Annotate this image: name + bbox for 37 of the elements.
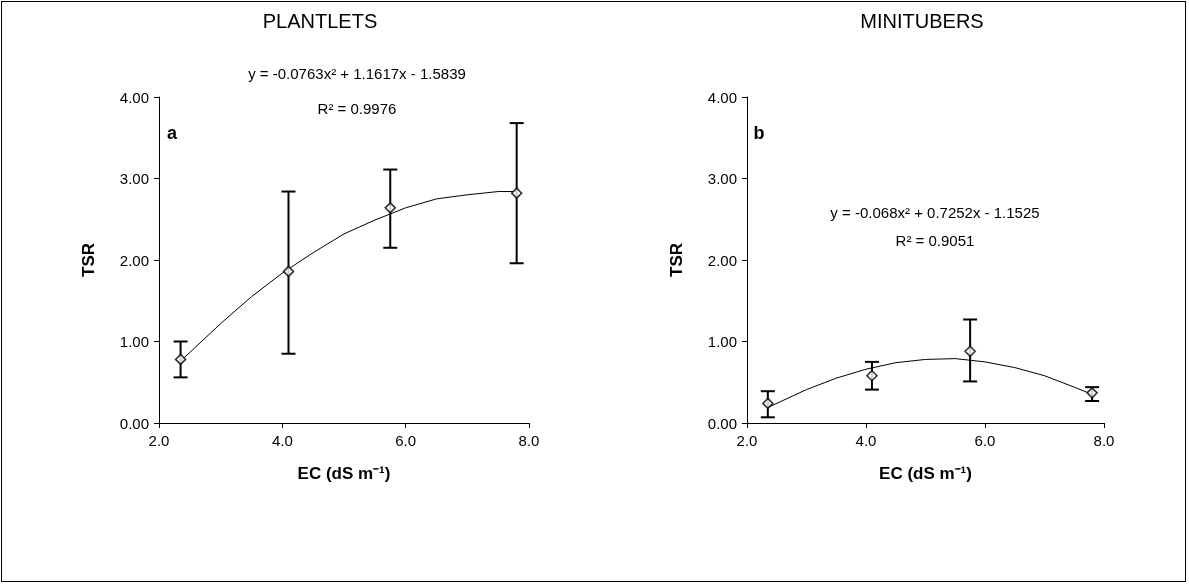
x-axis-title: EC (dS m⁻¹) (879, 464, 972, 483)
y-tick-label: 3.00 (707, 170, 737, 187)
point (282, 265, 295, 278)
text: y = -0.0763x² + 1.1617x - 1.5839 (248, 64, 466, 82)
x-tick-label: 4.0 (855, 432, 877, 449)
point (866, 369, 878, 382)
x-tick-label: 2.0 (736, 432, 758, 449)
annotation: a (166, 123, 178, 143)
x-tick-label: 8.0 (1093, 432, 1115, 449)
y-tick-label: 2.00 (119, 251, 149, 269)
annotation: y = -0.068x² + 0.7252x - 1.1525 (830, 203, 1040, 221)
point (510, 187, 523, 199)
y-tick-label: 0.00 (707, 414, 737, 432)
x-tick-label: 6.0 (974, 432, 996, 449)
y-tick-label: 2.00 (707, 251, 737, 269)
x-tick-label: 6.0 (395, 432, 417, 449)
point (174, 353, 187, 366)
y-axis-title: TSR (79, 243, 98, 277)
chart-title: MINITUBERS (860, 10, 984, 32)
x-tick-label: 4.0 (271, 432, 293, 449)
y-tick-label: 1.00 (707, 333, 737, 350)
annotation: R² = 0.9976 (317, 99, 397, 117)
annotation: b (753, 123, 765, 143)
x-tick-label: 8.0 (518, 432, 540, 449)
annotation: R² = 0.9051 (895, 231, 975, 249)
x-axis-title: EC (dS m⁻¹) (297, 464, 391, 483)
chart-title: PLANTLETS (262, 10, 378, 32)
point (964, 345, 976, 358)
y-tick-label: 3.00 (119, 170, 149, 187)
y-tick-label: 4.00 (707, 88, 737, 106)
y-axis-title: TSR (667, 243, 686, 277)
y-tick-label: 0.00 (119, 414, 149, 432)
y-tick-label: 1.00 (119, 333, 149, 350)
point (762, 397, 774, 410)
x-tick-label: 2.0 (148, 432, 170, 449)
point (384, 202, 397, 214)
y-tick-label: 4.00 (119, 88, 149, 106)
